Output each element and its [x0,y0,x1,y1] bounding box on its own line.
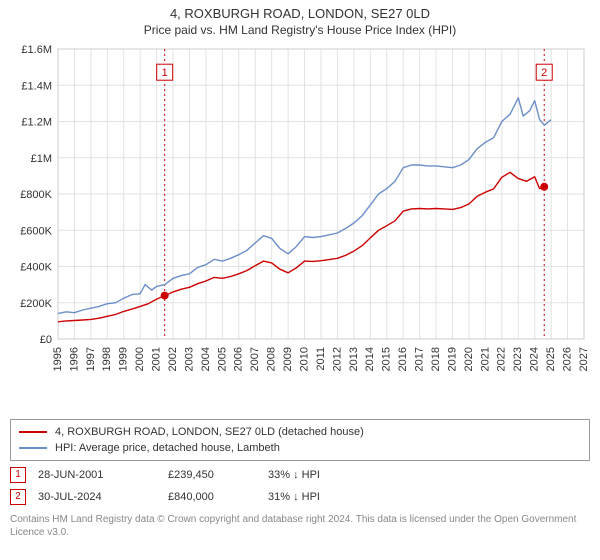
sales-table: 1 28-JUN-2001£239,45033% ↓ HPI 2 30-JUL-202… [10,467,590,505]
svg-text:2012: 2012 [331,347,343,371]
svg-text:2016: 2016 [397,347,409,371]
svg-text:£200K: £200K [20,298,52,310]
legend-label: 4, ROXBURGH ROAD, LONDON, SE27 0LD (deta… [55,426,364,438]
title-block: 4, ROXBURGH ROAD, LONDON, SE27 0LD Price… [10,6,590,37]
svg-text:1996: 1996 [68,347,80,371]
svg-text:£800K: £800K [20,189,52,201]
svg-text:2026: 2026 [561,347,573,371]
svg-text:2008: 2008 [266,347,278,371]
svg-text:2005: 2005 [216,347,228,371]
svg-text:2019: 2019 [446,347,458,371]
legend-swatch [19,431,47,433]
svg-text:2017: 2017 [414,347,426,371]
svg-text:1: 1 [162,67,168,79]
svg-text:2027: 2027 [578,347,590,371]
legend-swatch [19,447,47,449]
price-chart: £0 £200K £400K £600K £800K £1M £1.2M £1.4M £1.6M… [10,43,590,413]
sale-price: £239,450 [168,469,268,481]
sale-marker: 2 [10,489,26,505]
svg-text:1999: 1999 [118,347,130,371]
sale-row: 1 28-JUN-2001£239,45033% ↓ HPI [10,467,590,483]
legend-item: 4, ROXBURGH ROAD, LONDON, SE27 0LD (deta… [19,424,581,440]
svg-text:£1.4M: £1.4M [21,80,52,92]
svg-text:2015: 2015 [381,347,393,371]
sale-date: 30-JUL-2024 [38,491,168,503]
footnote: Contains HM Land Registry data © Crown c… [10,513,590,539]
sale-row: 2 30-JUL-2024£840,00031% ↓ HPI [10,489,590,505]
page-title: 4, ROXBURGH ROAD, LONDON, SE27 0LD [10,6,590,21]
svg-text:2: 2 [541,67,547,79]
svg-text:£1.2M: £1.2M [21,117,52,129]
legend-label: HPI: Average price, detached house, Lamb… [55,442,280,454]
svg-text:1997: 1997 [85,347,97,371]
svg-text:2018: 2018 [430,347,442,371]
sale-marker: 1 [10,467,26,483]
svg-text:2006: 2006 [233,347,245,371]
svg-text:1998: 1998 [101,347,113,371]
svg-text:2009: 2009 [282,347,294,371]
svg-text:2023: 2023 [512,347,524,371]
svg-text:2001: 2001 [151,347,163,371]
svg-text:2003: 2003 [183,347,195,371]
svg-text:2020: 2020 [463,347,475,371]
sale-price: £840,000 [168,491,268,503]
svg-text:£0: £0 [40,334,52,346]
svg-text:2000: 2000 [134,347,146,371]
svg-text:2010: 2010 [298,347,310,371]
legend-item: HPI: Average price, detached house, Lamb… [19,440,581,456]
sale-hpi-delta: 31% ↓ HPI [268,491,388,503]
svg-text:2025: 2025 [545,347,557,371]
svg-text:£1M: £1M [31,153,52,165]
svg-text:£1.6M: £1.6M [21,44,52,56]
svg-text:2007: 2007 [249,347,261,371]
svg-text:2021: 2021 [479,347,491,371]
legend: 4, ROXBURGH ROAD, LONDON, SE27 0LD (deta… [10,419,590,461]
svg-text:2004: 2004 [200,347,212,371]
svg-text:£600K: £600K [20,225,52,237]
sale-date: 28-JUN-2001 [38,469,168,481]
svg-text:2011: 2011 [315,347,327,371]
svg-text:2022: 2022 [496,347,508,371]
sale-hpi-delta: 33% ↓ HPI [268,469,388,481]
svg-text:2002: 2002 [167,347,179,371]
svg-text:1995: 1995 [52,347,64,371]
svg-text:2013: 2013 [348,347,360,371]
page-subtitle: Price paid vs. HM Land Registry's House … [10,23,590,37]
svg-text:2024: 2024 [529,347,541,371]
svg-text:£400K: £400K [20,262,52,274]
svg-text:2014: 2014 [364,347,376,371]
